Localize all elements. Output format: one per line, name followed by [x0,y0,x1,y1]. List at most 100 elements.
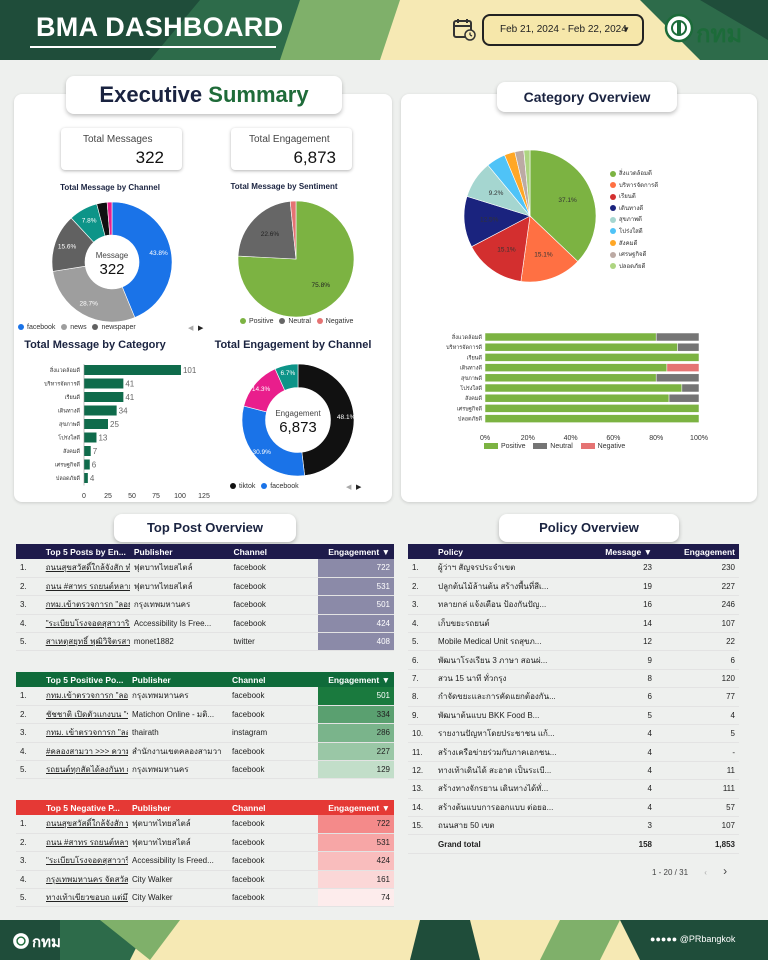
table-row[interactable]: 8. กำจัดขยะและการคัดแยกต้องกัน... 6 77 [408,687,739,707]
legend-negative[interactable]: Negative [580,443,625,450]
pie-slice-สิ่งแวดล้อมดี[interactable] [529,149,597,262]
pie-legend-item[interactable]: ปลอดภัยดี [610,261,658,273]
stack-segment-positive[interactable] [484,353,700,362]
bar-3[interactable] [84,405,117,416]
youtube-icon[interactable]: ● [666,934,672,944]
post-link[interactable]: ถนนสุขสวัสดิ์ใกล้จังสัก ทำฟุ... [41,559,130,578]
bar-1[interactable] [84,378,124,389]
post-link[interactable]: กทม.เข้าตรวจการก "ลอย... [41,595,130,615]
table-row[interactable]: 2. ปลูกต้นไม้ล้านต้น สร้างพื้นที่สีเ... 19… [408,577,739,597]
stack-segment-neutral[interactable] [655,332,700,342]
calendar-icon[interactable] [452,17,476,41]
post-link[interactable]: ชัชชาติ เปิดตัวแกงบน "รอ... [42,705,128,725]
table-row[interactable]: 3."ระเบียบโรงจอดสุสาวาริย...Accessibilit… [16,851,394,871]
legend-negative[interactable]: Negative [316,318,353,325]
post-link[interactable]: ทางเท้าเขียวขอบถ แต่มีไร... [42,888,128,908]
pie-legend-item[interactable]: บริหารจัดการดี [610,180,658,192]
post-link[interactable]: รถยนต์ทุกสัดได้ลงกันท ณ... [42,760,128,780]
post-link[interactable]: ถนน #สาทร รถยนต์หลาย... [42,833,128,853]
table-row[interactable]: 13. สร้างทางจักรยาน เดินทางได้ทั่... 4 111 [408,779,739,799]
table-row[interactable]: 5.ทางเท้าเขียวขอบถ แต่มีไร...City Walker… [16,888,394,908]
post-link[interactable]: กรุงเทพมหานคร จัดสวัสดิ์... [42,870,128,890]
pie-legend-item[interactable]: เศรษฐกิจดี [610,249,658,261]
stack-segment-neutral[interactable] [655,373,700,383]
table-row[interactable]: 1. ผู้ว่าฯ สัญจรประจำเขต 23 230 [408,559,739,578]
table-row[interactable]: 9. พัฒนาต้นแบบ BKK Food B... 5 4 [408,706,739,726]
sort-icon[interactable]: ▼ [643,546,652,557]
table-row[interactable]: 15. ถนนสาย 50 เขต 3 107 [408,816,739,836]
table-row[interactable]: 1.ถนนสุขสวัสดิ์ใกล้จังสัก ทำฟุ...ฟุตบาทไ… [16,559,394,578]
sort-icon[interactable]: ▼ [381,674,390,685]
legend-prev-icon[interactable]: ◀ [188,325,194,332]
column-header[interactable]: Top 5 Positive Po... [42,672,128,687]
pie-legend-item[interactable]: สุขภาพดี [610,214,658,226]
table-row[interactable]: 2.ถนน #สาทร รถยนต์หลายค...ฟุตบาทไทยสไตล์… [16,577,394,597]
stack-segment-positive[interactable] [484,342,678,352]
table-row[interactable]: 12. ทางเท้าเดินได้ สะอาด เป็นระเบี... 4 11 [408,761,739,781]
pie-legend-item[interactable]: เดินทางดี [610,203,658,215]
table-row[interactable]: 6. พัฒนาโรงเรียน 3 ภาษา สอนผ่... 9 6 [408,650,739,670]
table-row[interactable]: 1.ถนนสุขสวัสดิ์ใกล้จังสัก ทำฟุ...ฟุตบาทไ… [16,815,394,834]
pie-slice-tiktok[interactable] [297,363,355,476]
facebook-icon[interactable]: ● [650,934,656,944]
legend-facebook[interactable]: facebook [18,324,55,331]
post-link[interactable]: ถนน #สาทร รถยนต์หลายค... [41,577,130,597]
next-page-icon[interactable]: › [723,864,728,878]
legend-positive[interactable]: Positive [484,443,526,450]
column-header[interactable]: Engagement ▼ [318,672,394,687]
bar-5[interactable] [84,432,97,443]
legend-news[interactable]: news [61,324,87,331]
column-header[interactable]: Engagement ▼ [318,544,394,559]
bar-8[interactable] [84,473,88,483]
date-range-picker[interactable]: Feb 21, 2024 - Feb 22, 2024 ▼ [482,14,644,46]
post-link[interactable]: ถนนสุขสวัสดิ์ใกล้จังสัก ทำฟุ... [42,815,128,834]
table-row[interactable]: 1.กทม.เข้าตรวจการก "ลอย...กรุงเทพมหานครf… [16,687,394,706]
post-link[interactable]: "ระเบียบโรงจอดสุสาวาริย... [42,851,128,871]
column-header[interactable]: Channel [228,672,318,687]
legend-tiktok[interactable]: tiktok [230,483,255,490]
table-row[interactable]: 3.กทม. เข้าตรวจการก "ลอ...thairathinstag… [16,723,394,743]
column-header[interactable]: Message ▼ [584,544,656,559]
column-header[interactable]: Channel [229,544,319,559]
table-row[interactable]: 4.#คลองสามวา >>> ความคื...สำนักงานเขตคลอ… [16,742,394,762]
column-header[interactable]: Policy [434,544,584,559]
pie-legend-item[interactable]: สังคมดี [610,238,658,250]
stack-segment-positive[interactable] [484,404,700,413]
column-header[interactable]: Publisher [129,544,230,559]
pie-legend-item[interactable]: สิ่งแวดล้อมดี [610,168,658,180]
column-header[interactable]: Channel [228,800,318,815]
pie-slice-Negative[interactable] [289,200,297,260]
table-row[interactable]: 2.ถนน #สาทร รถยนต์หลาย...ฟุตบาทไทยสไตล์f… [16,833,394,853]
pie-slice-facebook[interactable] [111,201,173,318]
pie-slice-news[interactable] [52,265,136,323]
table-row[interactable]: 5.สาเหตุสยุทธิ์ พุฒิวิจิตรสาม...monet188… [16,632,394,652]
sort-icon[interactable]: ▼ [381,546,390,557]
table-row[interactable]: 5.รถยนต์ทุกสัดได้ลงกันท ณ...กรุงเทพมหานค… [16,760,394,780]
pie-slice-Neutral[interactable] [237,200,297,260]
pie-slice-เรียนดี[interactable] [471,215,531,282]
column-header[interactable]: Publisher [128,800,228,815]
column-header[interactable]: Publisher [128,672,228,687]
post-link[interactable]: สาเหตุสยุทธิ์ พุฒิวิจิตรสาม... [41,632,130,652]
sort-icon[interactable]: ▼ [381,802,390,813]
table-row[interactable]: 4."ระเบียบโรงจอดสุสาวาริย...Accessibilit… [16,614,394,634]
stack-segment-positive[interactable] [484,393,670,403]
stack-segment-positive[interactable] [484,414,700,423]
stack-segment-neutral[interactable] [668,393,700,403]
table-row[interactable]: 3.กทม.เข้าตรวจการก "ลอย...กรุงเทพมหานครf… [16,595,394,615]
pie-legend-item[interactable]: เรียนดี [610,191,658,203]
legend-neutral[interactable]: Neutral [279,318,311,325]
table-row[interactable]: 11. สร้างเครือข่ายร่วมกับภาคเอกชน... 4- [408,742,739,762]
column-header[interactable]: Top 5 Negative P... [42,800,128,815]
post-link[interactable]: "ระเบียบโรงจอดสุสาวาริย... [41,614,130,634]
table-row[interactable]: 4. เก็บขยะรถยนต์ 14 107 [408,614,739,634]
twitter-icon[interactable]: ● [655,934,661,944]
bar-6[interactable] [84,446,91,456]
table-row[interactable]: 5. Mobile Medical Unit รถสุขภ... 12 22 [408,632,739,652]
pie-slice-บริหารจัดการดี[interactable] [520,215,579,283]
pie-slice-other-5[interactable] [106,201,113,236]
table-row[interactable]: 7. สวน 15 นาที ทั่วกรุง 8 120 [408,669,739,689]
table-row[interactable]: 4.กรุงเทพมหานคร จัดสวัสดิ์...City Walker… [16,870,394,890]
bar-7[interactable] [84,459,90,470]
pie-legend-item[interactable]: โปร่งใสดี [610,226,658,238]
